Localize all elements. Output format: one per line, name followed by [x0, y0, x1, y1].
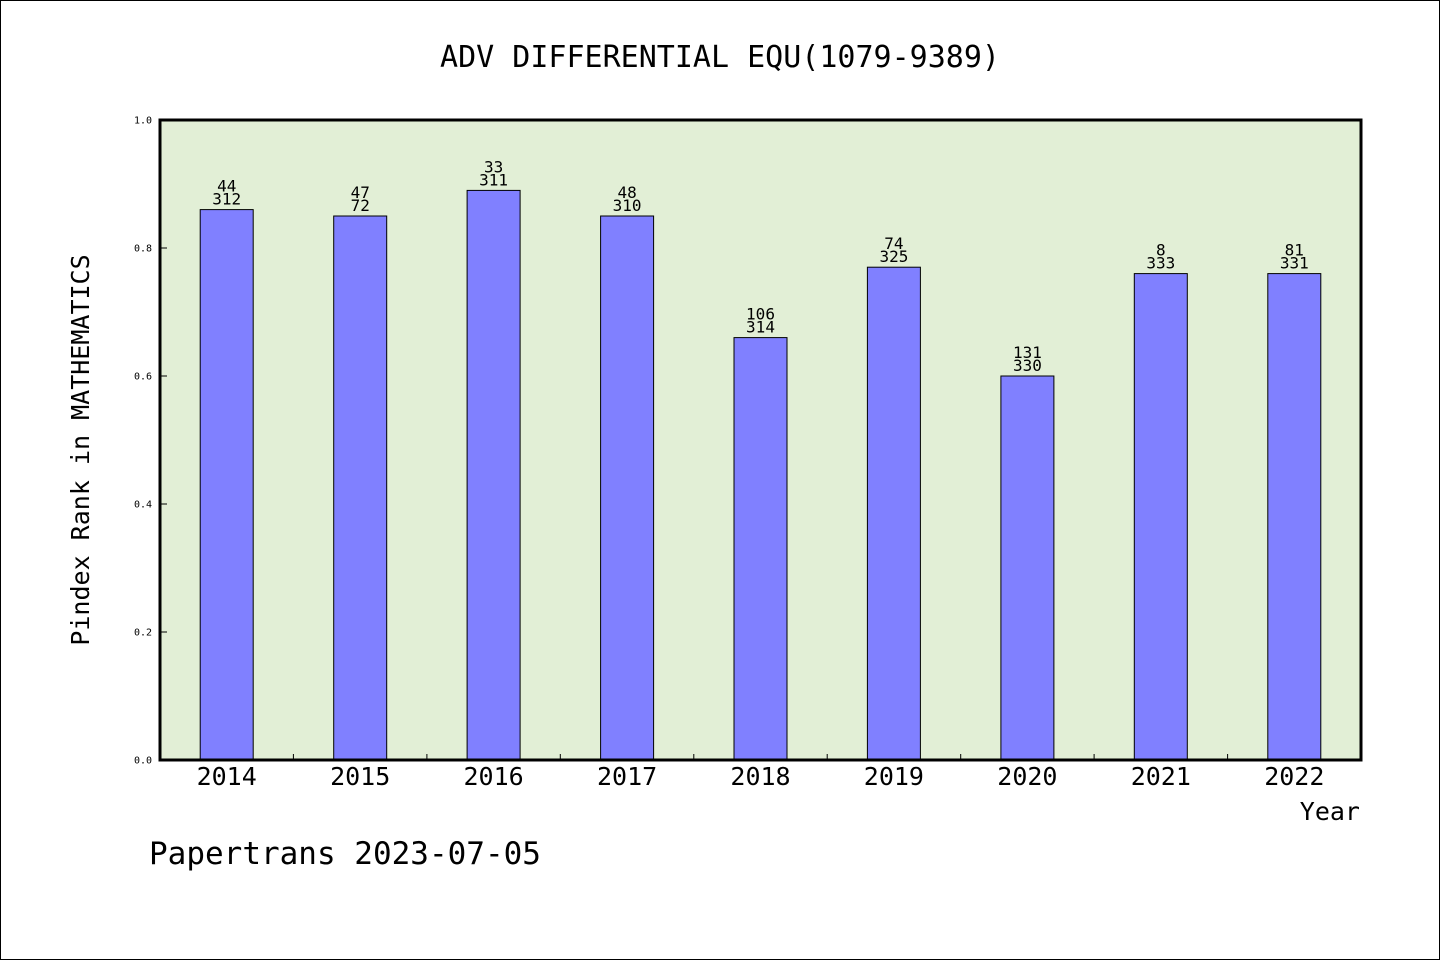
x-tick-label-2017: 2017: [597, 762, 657, 791]
bar-2020: [1000, 375, 1055, 761]
x-tick-label-2014: 2014: [197, 762, 257, 791]
x-tick-label-2022: 2022: [1264, 762, 1324, 791]
x-tick-label-2021: 2021: [1131, 762, 1191, 791]
source-footnote: Papertrans 2023-07-05: [149, 836, 541, 872]
x-tick-label-2020: 2020: [997, 762, 1057, 791]
bar-label-top-2015: 47: [351, 183, 370, 202]
bar-label-top-2019: 74: [884, 234, 903, 253]
bars-layer: [199, 189, 1322, 761]
bar-label-bottom-2020: 330: [1013, 356, 1042, 375]
bar-label-bottom-2018: 314: [746, 318, 775, 337]
bar-2014: [199, 209, 254, 761]
bar-label-top-2017: 48: [617, 183, 636, 202]
x-tick-label-2019: 2019: [864, 762, 924, 791]
y-tick-label-0.4: 0.4: [134, 500, 152, 511]
bar-label-top-2020: 131: [1013, 343, 1042, 362]
chart-title: ADV DIFFERENTIAL EQU(1079-9389): [440, 40, 1000, 75]
bar-2016: [466, 189, 521, 761]
bar-label-top-2014: 44: [217, 177, 236, 196]
bar-label-bottom-2015: 72: [351, 196, 370, 215]
bar-label-bottom-2017: 310: [613, 196, 642, 215]
y-axis: 0.0 0.2 0.4 0.6 0.8 1.0: [134, 116, 167, 767]
y-tick-label-0.8: 0.8: [134, 244, 152, 255]
bar-label-bottom-2022: 331: [1280, 254, 1309, 273]
bar-2017: [600, 215, 655, 761]
bar-2021: [1133, 273, 1188, 761]
y-tick-label-0.6: 0.6: [134, 372, 152, 383]
bar-label-bottom-2019: 325: [879, 247, 908, 266]
bar-2018: [733, 337, 788, 761]
y-tick-label-1.0: 1.0: [134, 116, 152, 127]
x-axis-label: Year: [1300, 797, 1360, 826]
x-axis: 2014 2015 2016 2017 2018 2019 2020 2021 2022: [197, 754, 1324, 791]
x-tick-label-2015: 2015: [330, 762, 390, 791]
plot-border: [158, 118, 1363, 762]
bar-2022: [1267, 273, 1322, 761]
y-tick-label-0.0: 0.0: [134, 756, 152, 767]
bar-label-top-2022: 81: [1285, 241, 1304, 260]
bar-label-top-2021: 8: [1156, 241, 1166, 260]
bar-2019: [866, 266, 921, 761]
bar-label-bottom-2016: 311: [479, 170, 508, 189]
bar-label-bottom-2021: 333: [1146, 254, 1175, 273]
bar-label-bottom-2014: 312: [212, 190, 241, 209]
y-tick-label-0.2: 0.2: [134, 628, 152, 639]
x-tick-label-2016: 2016: [463, 762, 523, 791]
bar-2015: [333, 215, 388, 761]
bar-label-top-2018: 106: [746, 305, 775, 324]
x-tick-label-2018: 2018: [730, 762, 790, 791]
y-axis-label: Pindex Rank in MATHEMATICS: [66, 254, 95, 645]
bar-label-top-2016: 33: [484, 157, 503, 176]
